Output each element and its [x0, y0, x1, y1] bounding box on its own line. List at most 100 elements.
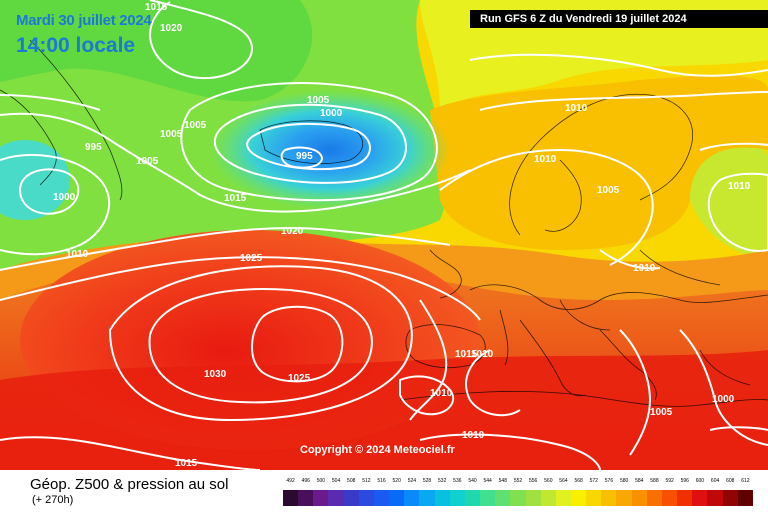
color-scale-label: 532 — [438, 478, 447, 484]
pressure-label: 1025 — [240, 253, 263, 264]
color-scale-label: 508 — [347, 478, 356, 484]
color-scale-label: 600 — [695, 478, 705, 484]
color-scale-swatch — [586, 490, 602, 506]
pressure-label: 1005 — [650, 407, 673, 418]
pressure-label: 1010 — [462, 430, 485, 441]
color-scale-swatch — [313, 490, 329, 506]
pressure-label: 1010 — [565, 103, 588, 114]
color-scale-label: 504 — [331, 478, 341, 484]
color-scale-label: 612 — [741, 478, 750, 484]
color-scale-swatch — [540, 490, 556, 506]
color-scale-swatch — [707, 490, 723, 506]
color-scale-label: 528 — [422, 478, 432, 484]
pressure-label: 995 — [296, 151, 313, 162]
color-scale-label: 556 — [528, 478, 538, 484]
color-scale-swatch — [555, 490, 571, 506]
color-scale-swatch — [419, 490, 435, 506]
color-scale-label: 568 — [574, 478, 583, 484]
color-scale-swatch — [283, 490, 299, 506]
color-scale-swatch — [631, 490, 647, 506]
color-scale-label: 524 — [407, 478, 417, 484]
color-scale-swatch — [449, 490, 465, 506]
forecast-date-title: Mardi 30 juillet 2024 — [16, 12, 152, 29]
color-scale-swatch — [661, 490, 678, 506]
color-scale-label: 512 — [362, 478, 371, 484]
color-scale-label: 520 — [392, 478, 401, 484]
pressure-label: 995 — [85, 142, 102, 153]
copyright-notice: Copyright © 2024 Meteociel.fr — [300, 444, 455, 456]
pressure-label: 1020 — [281, 226, 304, 237]
pressure-labels: 1020 1015 1005 1000 995 1005 1005 1005 9… — [53, 2, 751, 469]
color-scale-swatch — [434, 490, 450, 506]
color-scale-label: 584 — [635, 478, 644, 484]
color-scale-label: 544 — [483, 478, 492, 484]
color-scale-labels: 492 496 500 504 508 512 516 520 524 528 532 536 540 5… — [283, 478, 753, 488]
color-scale-label: 604 — [710, 478, 720, 484]
color-scale-label: 548 — [498, 478, 507, 484]
color-scale-swatch — [525, 490, 541, 506]
pressure-label: 1025 — [288, 373, 311, 384]
model-run-banner: Run GFS 6 Z du Vendredi 19 juillet 2024 — [470, 10, 768, 28]
pressure-label: 1010 — [430, 388, 453, 399]
color-scale-swatch — [722, 490, 738, 506]
color-scale-label: 560 — [544, 478, 553, 484]
pressure-label: 1015 — [224, 193, 247, 204]
color-scale-swatch — [570, 490, 587, 506]
legend-title: Géop. Z500 & pression au sol — [30, 476, 229, 493]
color-scale-swatch — [358, 490, 374, 506]
color-scale-swatch — [646, 490, 662, 506]
isobars — [0, 0, 768, 470]
color-scale-swatch — [601, 490, 617, 506]
pressure-label: 1000 — [53, 192, 76, 203]
pressure-label: 1010 — [471, 349, 494, 360]
pressure-label: 1005 — [136, 156, 159, 167]
pressure-label: 1010 — [633, 263, 656, 274]
color-scale-swatch — [510, 490, 526, 506]
color-scale-label: 552 — [513, 478, 523, 484]
pressure-label: 1000 — [320, 108, 343, 119]
forecast-time-title: 14:00 locale — [16, 34, 136, 57]
color-scale-swatch — [480, 490, 496, 506]
color-scale-label: 516 — [377, 478, 386, 484]
color-scale-swatch — [692, 490, 708, 506]
color-scale-swatch — [495, 490, 511, 506]
pressure-label: 1030 — [204, 369, 227, 380]
color-scale-label: 588 — [650, 478, 659, 484]
color-scale-swatch — [389, 490, 405, 506]
pressure-label: 1010 — [728, 181, 751, 192]
weather-map: 1020 1015 1005 1000 995 1005 1005 1005 9… — [0, 0, 768, 470]
pressure-label: 1015 — [175, 458, 198, 469]
pressure-label: 1015 — [455, 349, 478, 360]
color-scale-label: 492 — [286, 478, 295, 484]
pressure-label: 1005 — [160, 129, 183, 140]
color-scale-swatch — [677, 490, 693, 506]
color-scale — [283, 490, 753, 506]
pressure-label: 1015 — [145, 2, 168, 13]
color-scale-swatch — [404, 490, 420, 506]
color-scale-label: 592 — [665, 478, 674, 484]
pressure-label: 1005 — [597, 185, 620, 196]
color-scale-label: 580 — [619, 478, 629, 484]
color-scale-swatch — [464, 490, 481, 506]
pressure-label: 1010 — [66, 249, 89, 260]
color-scale-swatch — [343, 490, 359, 506]
color-scale-swatch — [328, 490, 344, 506]
color-scale-swatch — [373, 490, 390, 506]
pressure-label: 1010 — [534, 154, 557, 165]
color-scale-swatch — [737, 490, 753, 506]
pressure-label: 1005 — [184, 120, 207, 131]
color-scale-swatch — [616, 490, 632, 506]
color-scale-label: 536 — [453, 478, 462, 484]
color-scale-label: 496 — [301, 478, 310, 484]
coastlines — [0, 39, 768, 407]
color-scale-label: 572 — [589, 478, 598, 484]
color-scale-swatch — [298, 490, 314, 506]
color-scale-label: 540 — [468, 478, 477, 484]
color-scale-label: 500 — [316, 478, 326, 484]
color-scale-label: 564 — [559, 478, 568, 484]
color-scale-label: 576 — [604, 478, 614, 484]
pressure-label: 1000 — [712, 394, 735, 405]
color-scale-label: 608 — [726, 478, 735, 484]
pressure-label: 1005 — [307, 95, 330, 106]
